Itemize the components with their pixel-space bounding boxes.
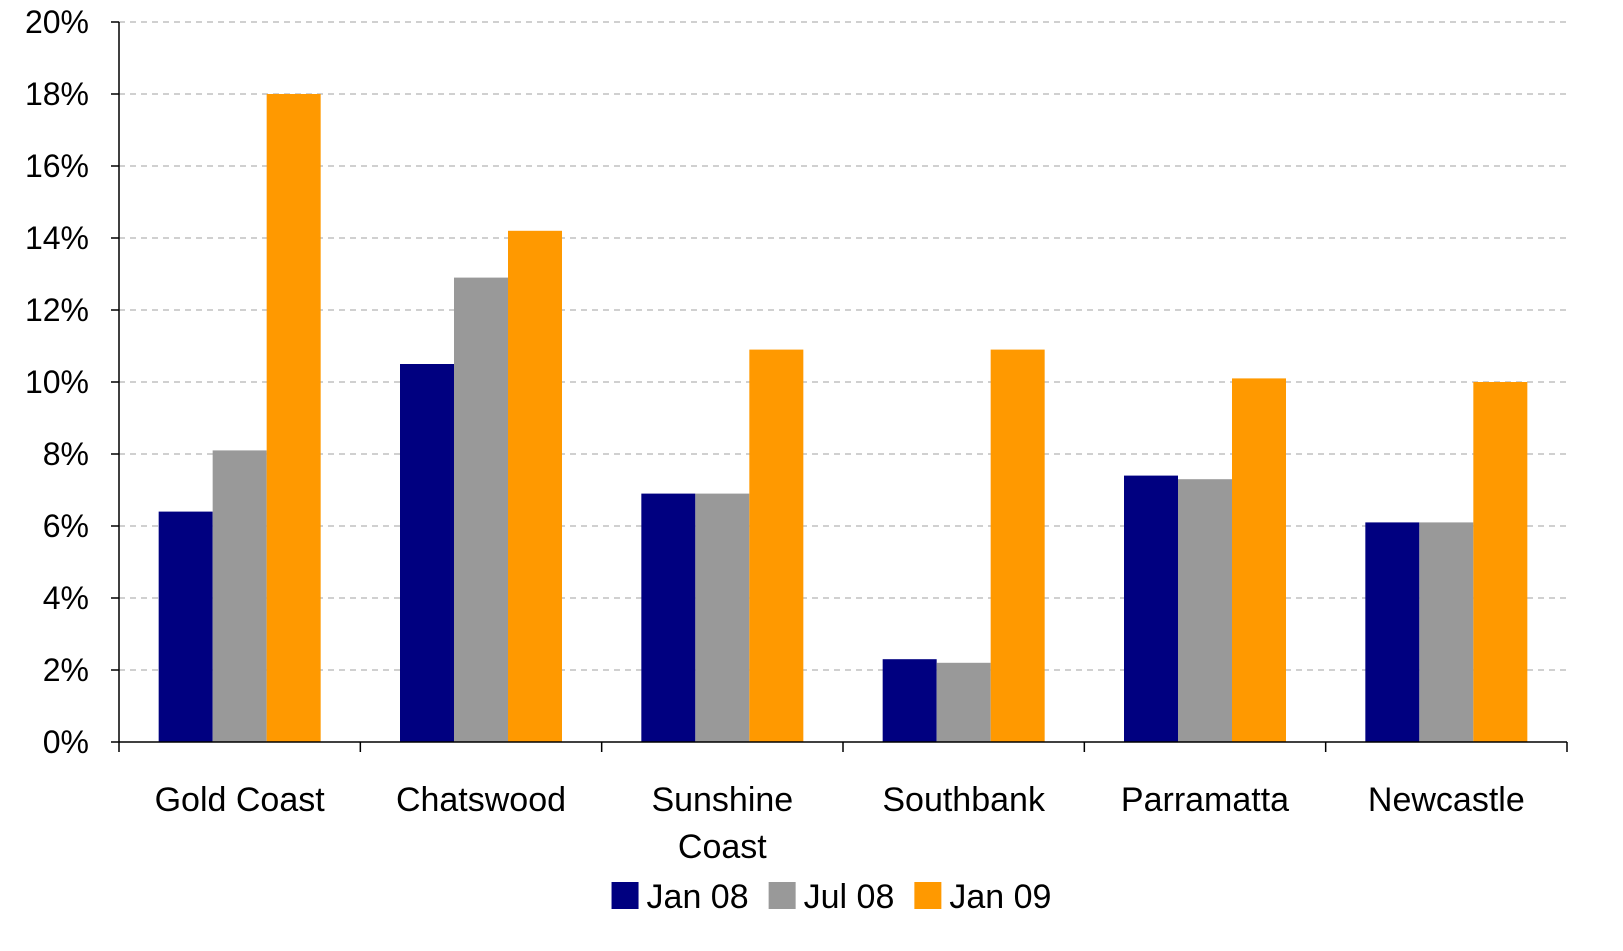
bar-jan-09 [1473,382,1528,742]
x-category-label: Chatswood [396,781,566,819]
bar-jan-08 [400,364,454,742]
legend-swatch [768,882,796,909]
bar-jul-08 [936,662,991,742]
bar-jul-08 [212,450,267,742]
legend-item-jan-08: Jan 08 [611,878,749,916]
legend-label: Jan 08 [647,878,749,916]
x-category-label: Sunshine [651,781,793,819]
bar-jan-08 [1124,475,1178,742]
bar-jul-08 [695,493,750,742]
y-tick-label: 20% [25,4,89,40]
y-tick-label: 4% [43,580,89,616]
y-tick-label: 8% [43,436,89,472]
bar-jan-09 [1232,378,1286,742]
y-tick-label: 10% [25,364,89,400]
bar-jul-08 [454,277,508,742]
bar-jul-08 [1419,522,1474,742]
legend: Jan 08 Jul 08 Jan 09 [611,878,1051,916]
x-category-label: Coast [678,828,767,866]
legend-label: Jul 08 [804,878,895,916]
y-tick-label: 2% [43,652,89,688]
y-tick-label: 0% [43,724,89,760]
bar-jul-08 [1178,479,1232,742]
x-category-label: Southbank [882,781,1046,819]
legend-item-jan-09: Jan 09 [914,878,1051,916]
legend-swatch [611,882,639,909]
x-category-label: Gold Coast [155,781,326,819]
y-tick-label: 6% [43,508,89,544]
y-tick-label: 14% [25,220,89,256]
bar-jan-08 [641,493,696,742]
axes [111,21,1568,752]
bar-jan-09 [990,349,1045,742]
bar-jan-08 [158,511,213,742]
bars [158,94,1528,743]
y-tick-label: 16% [25,148,89,184]
bar-jan-08 [1365,522,1420,742]
y-tick-labels: 0% 2% 4% 6% 8% 10% 12% 14% 16% 18% 20% [25,4,89,760]
y-tick-label: 18% [25,76,89,112]
bar-jan-09 [266,94,321,742]
bar-jan-09 [508,230,562,743]
x-category-labels: Gold Coast Chatswood Sunshine Coast Southban… [155,781,1525,866]
legend-item-jul-08: Jul 08 [768,878,895,916]
x-category-label: Parramatta [1121,781,1289,819]
x-category-label: Newcastle [1368,781,1525,819]
bar-jan-08 [882,659,937,742]
bar-jan-09 [749,349,804,742]
legend-swatch [914,882,942,909]
legend-label: Jan 09 [949,878,1051,916]
gridlines [119,21,1567,671]
y-tick-label: 12% [25,292,89,328]
